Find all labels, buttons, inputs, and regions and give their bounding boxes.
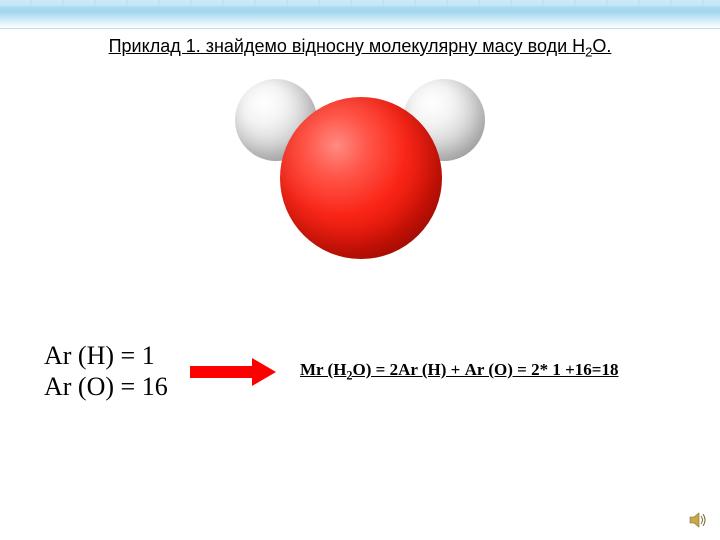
arrow-icon: [190, 360, 280, 384]
arrow-shaft: [190, 366, 258, 378]
slide-top-decoration: [0, 0, 720, 29]
formula-part1: Мr (Н: [300, 360, 346, 379]
oxygen-atom: [280, 97, 442, 259]
slide: Приклад 1. знайдемо відносну молекулярну…: [0, 0, 720, 540]
title-text-part1: Приклад 1. знайдемо відносну молекулярну…: [109, 36, 586, 56]
sound-icon: [688, 510, 708, 530]
water-molecule-diagram: [225, 75, 495, 265]
arrow-head: [252, 358, 276, 386]
atomic-mass-values: Аr (Н) = 1 Аr (О) = 16: [44, 340, 168, 402]
ar-hydrogen-line: Аr (Н) = 1: [44, 340, 168, 371]
ar-oxygen-line: Аr (О) = 16: [44, 371, 168, 402]
slide-title: Приклад 1. знайдемо відносну молекулярну…: [0, 36, 720, 60]
molar-mass-formula: Мr (Н2О) = 2Аr (Н) + Аr (О) = 2* 1 +16=1…: [300, 360, 619, 383]
formula-part2: О) = 2Аr (Н) + Аr (О) = 2* 1 +16=18: [353, 360, 619, 379]
title-text-part2: О.: [592, 36, 611, 56]
